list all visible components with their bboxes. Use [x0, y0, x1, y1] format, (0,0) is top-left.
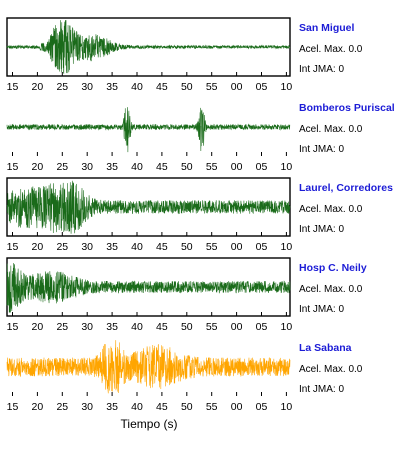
- x-tick-label: 40: [131, 81, 143, 93]
- x-tick-label: 30: [81, 401, 93, 413]
- x-tick-label: 50: [181, 321, 193, 333]
- x-tick-label: 40: [131, 321, 143, 333]
- x-tick-label: 50: [181, 241, 193, 253]
- x-tick-label: 35: [106, 401, 118, 413]
- waveform-line: [6, 180, 291, 234]
- waveform-line: [6, 263, 291, 313]
- x-tick-label: 40: [131, 401, 143, 413]
- station-acel: Acel. Max. 0.0: [299, 204, 363, 215]
- station-name: Hosp C. Neily: [299, 262, 367, 274]
- x-tick-label: 15: [7, 241, 19, 253]
- x-tick-label: 00: [231, 161, 243, 173]
- x-tick-label: 30: [81, 321, 93, 333]
- station-name: San Miguel: [299, 22, 355, 34]
- x-tick-label: 25: [56, 81, 68, 93]
- x-tick-label: 25: [56, 161, 68, 173]
- station-panel: 15 20 25 30 35 40 45 50 55 00 05 10 Bomberos Purisca…: [6, 102, 395, 173]
- station-panel: 15 20 25 30 35 40 45 50 55 00 05 10 Hosp C. Neily Ace…: [6, 257, 367, 333]
- station-acel: Acel. Max. 0.0: [299, 284, 363, 295]
- x-tick-label: 45: [156, 321, 168, 333]
- x-tick-label: 55: [206, 401, 218, 413]
- station-jma: Int JMA: 0: [299, 64, 344, 75]
- x-tick-label: 50: [181, 161, 193, 173]
- x-tick-label: 00: [231, 401, 243, 413]
- x-tick-label: 05: [256, 81, 268, 93]
- x-axis-title: Tiempo (s): [121, 417, 178, 431]
- x-tick-label: 25: [56, 401, 68, 413]
- station-name: La Sabana: [299, 342, 352, 354]
- station-jma: Int JMA: 0: [299, 384, 344, 395]
- station-panel: 15 20 25 30 35 40 45 50 55 00 05 10 La Sabana Acel. M…: [6, 340, 363, 413]
- x-tick-label: 20: [32, 161, 44, 173]
- x-tick-label: 15: [7, 161, 19, 173]
- x-tick-label: 30: [81, 241, 93, 253]
- station-jma: Int JMA: 0: [299, 304, 344, 315]
- x-tick-label: 35: [106, 161, 118, 173]
- x-tick-label: 55: [206, 81, 218, 93]
- x-tick-label: 45: [156, 401, 168, 413]
- x-tick-label: 20: [32, 241, 44, 253]
- x-tick-label: 50: [181, 81, 193, 93]
- x-tick-label: 10: [281, 401, 293, 413]
- x-tick-label: 10: [281, 321, 293, 333]
- x-tick-label: 15: [7, 81, 19, 93]
- station-acel: Acel. Max. 0.0: [299, 44, 363, 55]
- x-tick-label: 55: [206, 161, 218, 173]
- x-tick-label: 20: [32, 321, 44, 333]
- station-panel: 15 20 25 30 35 40 45 50 55 00 05 10 San Miguel Acel. …: [6, 17, 363, 93]
- x-tick-label: 35: [106, 241, 118, 253]
- station-name: Laurel, Corredores: [299, 182, 393, 194]
- station-acel: Acel. Max. 0.0: [299, 364, 363, 375]
- x-tick-label: 10: [281, 161, 293, 173]
- x-tick-label: 10: [281, 241, 293, 253]
- x-tick-label: 45: [156, 81, 168, 93]
- x-tick-label: 00: [231, 241, 243, 253]
- x-tick-label: 40: [131, 161, 143, 173]
- x-tick-label: 35: [106, 321, 118, 333]
- x-tick-label: 30: [81, 161, 93, 173]
- waveform-line: [6, 20, 291, 75]
- x-tick-label: 45: [156, 161, 168, 173]
- x-tick-label: 45: [156, 241, 168, 253]
- x-tick-label: 05: [256, 161, 268, 173]
- x-tick-label: 20: [32, 81, 44, 93]
- station-name: Bomberos Puriscal: [299, 102, 395, 114]
- x-tick-label: 00: [231, 321, 243, 333]
- station-acel: Acel. Max. 0.0: [299, 124, 363, 135]
- x-tick-label: 25: [56, 321, 68, 333]
- x-tick-label: 50: [181, 401, 193, 413]
- x-tick-label: 15: [7, 321, 19, 333]
- x-tick-label: 15: [7, 401, 19, 413]
- x-tick-label: 55: [206, 321, 218, 333]
- x-tick-label: 10: [281, 81, 293, 93]
- waveform-line: [6, 340, 291, 394]
- x-tick-label: 20: [32, 401, 44, 413]
- x-tick-label: 55: [206, 241, 218, 253]
- x-tick-label: 05: [256, 241, 268, 253]
- station-panel: 15 20 25 30 35 40 45 50 55 00 05 10 Laurel, Corredor…: [6, 177, 393, 253]
- x-tick-label: 35: [106, 81, 118, 93]
- x-tick-label: 40: [131, 241, 143, 253]
- x-tick-label: 00: [231, 81, 243, 93]
- x-tick-label: 05: [256, 401, 268, 413]
- x-tick-label: 30: [81, 81, 93, 93]
- x-tick-label: 25: [56, 241, 68, 253]
- x-tick-label: 05: [256, 321, 268, 333]
- station-jma: Int JMA: 0: [299, 224, 344, 235]
- station-jma: Int JMA: 0: [299, 144, 344, 155]
- waveform-line: [6, 107, 291, 153]
